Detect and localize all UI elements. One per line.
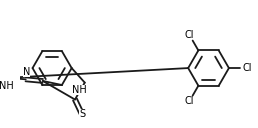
Text: Cl: Cl — [242, 63, 252, 73]
Text: NH: NH — [0, 81, 14, 91]
Text: N: N — [23, 67, 30, 77]
Text: Cl: Cl — [185, 96, 194, 106]
Text: S: S — [79, 109, 85, 119]
Text: NH: NH — [72, 85, 87, 95]
Text: Cl: Cl — [185, 30, 194, 40]
